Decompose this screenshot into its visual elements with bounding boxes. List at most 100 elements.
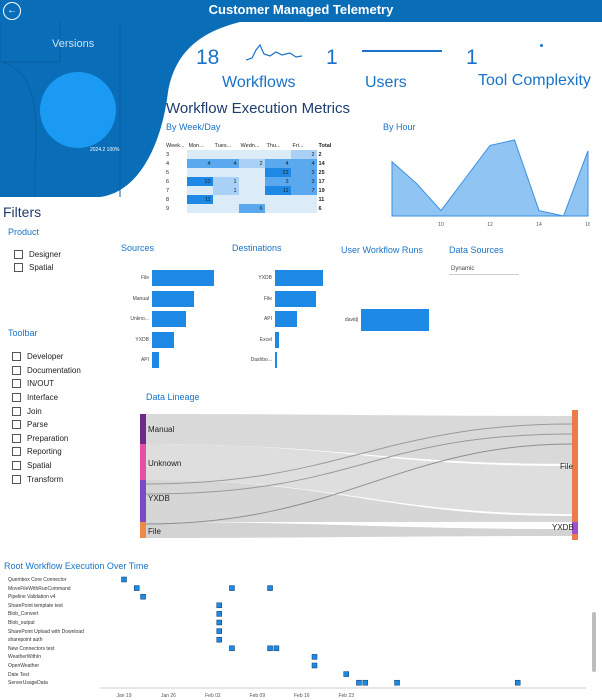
by-hour-chart: 10 12 14 16: [391, 139, 590, 228]
versions-donut: [40, 72, 116, 148]
filter-option[interactable]: IN/OUT: [12, 377, 81, 391]
timeline-point[interactable]: [356, 679, 362, 686]
checkbox[interactable]: [12, 406, 21, 416]
timeline-scrollbar[interactable]: [592, 612, 596, 672]
matrix-cell: 3: [290, 177, 317, 186]
filter-option-label: Developer: [27, 352, 64, 362]
bar-label: Dashbo...: [250, 357, 272, 364]
matrix-week: 8: [166, 196, 170, 203]
destinations-title: Destinations: [232, 243, 282, 253]
matrix-cell: 4: [290, 159, 317, 168]
filter-option[interactable]: Designer: [14, 248, 61, 261]
checkbox[interactable]: [12, 474, 21, 484]
matrix-row: 9 6 6: [164, 204, 333, 213]
checkbox[interactable]: [12, 393, 21, 403]
bar[interactable]: [152, 290, 195, 307]
bar[interactable]: [152, 270, 214, 287]
checkbox[interactable]: [12, 447, 21, 457]
users-label: Users: [365, 74, 407, 91]
bar-row[interactable]: YXDB: [236, 268, 323, 289]
timeline-point[interactable]: [267, 645, 273, 652]
bar[interactable]: [275, 290, 316, 307]
matrix-cell: 11: [186, 195, 213, 204]
checkbox[interactable]: [12, 379, 21, 389]
bar[interactable]: [275, 270, 323, 287]
matrix-total: 25: [318, 169, 325, 176]
checkbox[interactable]: [12, 352, 21, 362]
bar-row[interactable]: File: [112, 268, 214, 289]
bar[interactable]: [275, 352, 278, 369]
matrix-week: 5: [166, 169, 170, 176]
bar-label: File: [263, 295, 272, 302]
timeline-point[interactable]: [343, 671, 349, 677]
filter-option[interactable]: Interface: [12, 391, 81, 405]
versions-title: Versions: [52, 38, 95, 50]
checkbox[interactable]: [14, 263, 23, 272]
data-sources-title: Data Sources: [449, 245, 504, 255]
bar-row[interactable]: Manual: [112, 289, 214, 310]
bar-row[interactable]: YXDB: [112, 330, 214, 351]
timeline-point[interactable]: [514, 679, 521, 686]
toolbar-list: Developer Documentation IN/OUT Interface Joi…: [12, 350, 81, 486]
timeline-chart: Jan 19 Jan 26 Feb 02 Feb 09 Feb 16 Feb 23: [100, 576, 586, 699]
matrix-cell: 2: [238, 159, 265, 168]
matrix-row: 5 22 3 25: [164, 168, 333, 177]
back-icon[interactable]: ←: [3, 2, 21, 20]
bar-row[interactable]: File: [236, 289, 323, 310]
matrix-row: 7 1 11 7 19: [164, 186, 333, 195]
timeline-point[interactable]: [121, 576, 127, 583]
sources-chart: File Manual Unkno... YXDB API: [112, 268, 214, 371]
matrix-total: 17: [318, 178, 325, 185]
users-count: 1: [326, 46, 338, 69]
checkbox[interactable]: [12, 461, 21, 471]
filter-option[interactable]: Developer: [12, 350, 81, 364]
matrix-total: 19: [318, 187, 325, 194]
checkbox[interactable]: [12, 433, 21, 443]
timeline-point[interactable]: [362, 679, 369, 686]
timeline-point[interactable]: [311, 662, 318, 669]
checkbox[interactable]: [12, 420, 21, 430]
timeline-point[interactable]: [273, 645, 280, 652]
bar[interactable]: [152, 331, 174, 348]
filter-option[interactable]: Transform: [12, 472, 81, 486]
user-runs-chart: davidj: [335, 308, 429, 332]
bar-row[interactable]: Dashbo...: [236, 350, 323, 371]
timeline-point[interactable]: [216, 628, 222, 634]
bar[interactable]: [275, 311, 297, 328]
matrix-cell: [238, 168, 265, 177]
bar-row[interactable]: Excel: [236, 330, 323, 351]
bar[interactable]: [152, 352, 160, 369]
timeline-point[interactable]: [267, 585, 273, 591]
matrix-cell: 11: [264, 186, 291, 195]
bar-row[interactable]: API: [236, 309, 323, 330]
timeline-point[interactable]: [216, 602, 222, 609]
bar-row[interactable]: davidj: [335, 308, 429, 332]
filter-option[interactable]: Spatial: [14, 261, 61, 274]
filter-option[interactable]: Spatial: [12, 459, 81, 473]
filter-option[interactable]: Preparation: [12, 432, 81, 446]
bar[interactable]: [152, 311, 187, 328]
filter-option[interactable]: Parse: [12, 418, 81, 432]
checkbox[interactable]: [12, 365, 21, 375]
filter-option[interactable]: Join: [12, 404, 81, 418]
timeline-point[interactable]: [216, 611, 222, 617]
filter-option-label: Spatial: [27, 461, 52, 471]
timeline-point[interactable]: [229, 645, 235, 652]
timeline-point[interactable]: [311, 654, 318, 660]
matrix-cell: [290, 204, 317, 213]
filter-option[interactable]: Reporting: [12, 445, 81, 459]
checkbox[interactable]: [14, 250, 23, 259]
timeline-point[interactable]: [216, 619, 222, 626]
bar[interactable]: [361, 309, 429, 331]
timeline-point[interactable]: [216, 636, 222, 643]
bar[interactable]: [275, 331, 279, 348]
timeline-point[interactable]: [229, 585, 235, 591]
timeline-point[interactable]: [394, 679, 400, 686]
matrix-header: Fri...: [292, 142, 304, 149]
filter-option[interactable]: Documentation: [12, 364, 81, 378]
timeline-point[interactable]: [140, 593, 146, 600]
timeline-point[interactable]: [133, 585, 140, 591]
bar-row[interactable]: API: [112, 350, 214, 371]
bar-row[interactable]: Unkno...: [112, 309, 214, 330]
timeline-row-label: ServerUsageData: [8, 680, 48, 687]
